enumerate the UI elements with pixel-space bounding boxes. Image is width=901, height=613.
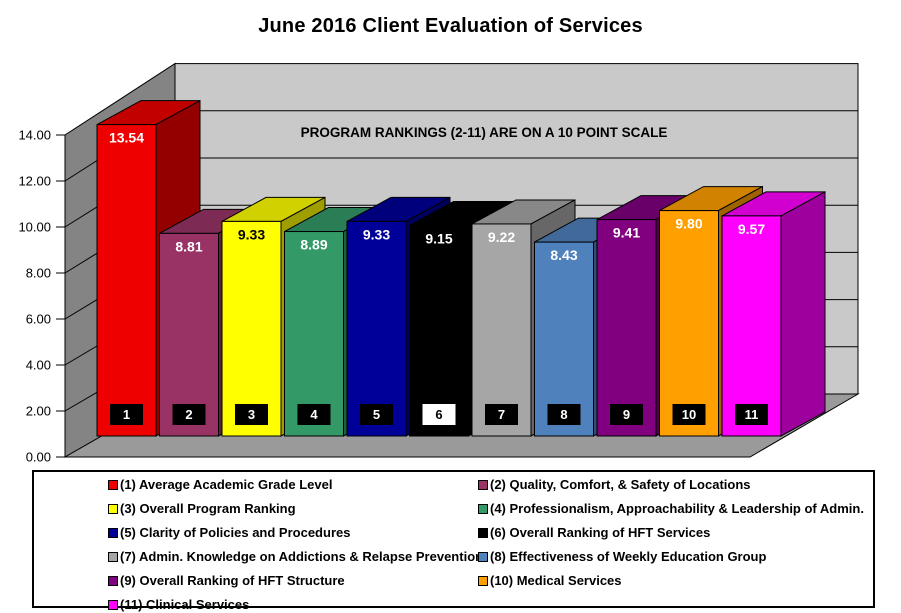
y-tick-label: 6.00: [26, 312, 51, 327]
bar-number-badge: [297, 404, 331, 425]
y-tick-label: 8.00: [26, 266, 51, 281]
legend-item: (4) Professionalism, Approachability & L…: [478, 497, 864, 521]
bar-front-face: [284, 231, 344, 437]
legend-swatch: [108, 576, 118, 586]
legend-item: (8) Effectiveness of Weekly Education Gr…: [478, 545, 864, 569]
legend-column-right: (2) Quality, Comfort, & Safety of Locati…: [478, 473, 864, 593]
bar-value-label: 8.89: [300, 237, 327, 253]
legend-label: (2) Quality, Comfort, & Safety of Locati…: [490, 477, 751, 492]
legend-label: (1) Average Academic Grade Level: [120, 477, 333, 492]
legend-swatch: [478, 576, 488, 586]
bar-number-badge: [172, 404, 206, 425]
legend-label: (11) Clinical Services: [120, 597, 250, 612]
legend-label: (5) Clarity of Policies and Procedures: [120, 525, 351, 540]
bar-front-face: [471, 223, 532, 437]
bar-number-badge: [735, 404, 768, 425]
legend-swatch: [108, 528, 118, 538]
legend-swatch: [108, 600, 118, 610]
legend-label: (9) Overall Ranking of HFT Structure: [120, 573, 345, 588]
bar-number-label: 4: [310, 407, 318, 422]
y-tick-label: 0.00: [26, 450, 51, 463]
bar-front-face: [721, 215, 782, 437]
legend-swatch: [108, 552, 118, 562]
y-tick-label: 12.00: [18, 174, 51, 189]
bar-front-face: [534, 241, 594, 437]
bar-value-label: 9.33: [238, 226, 265, 242]
y-tick-label: 10.00: [18, 220, 51, 235]
bar-number-badge: [360, 404, 393, 425]
bar-chart-canvas: 0.00 2.00 4.00 6.00 8.00 10.00 12.00 14.00 PROGR…: [18, 62, 860, 463]
legend-item: (1) Average Academic Grade Level: [108, 473, 483, 497]
bar-number-badge: [422, 404, 456, 425]
legend-label: (7) Admin. Knowledge on Addictions & Rel…: [120, 549, 484, 564]
bar-number-label: 9: [623, 407, 630, 422]
bar-value-label: 8.43: [550, 247, 577, 263]
bar-number-label: 5: [373, 407, 380, 422]
bar-front-face: [659, 210, 719, 437]
legend-label: (6) Overall Ranking of HFT Services: [490, 525, 711, 540]
y-tick-label: 14.00: [18, 128, 51, 143]
bar-number-label: 1: [123, 407, 130, 422]
legend-swatch: [478, 480, 488, 490]
legend-column-left: (1) Average Academic Grade Level (3) Over…: [108, 473, 483, 613]
legend-label: (4) Professionalism, Approachability & L…: [490, 501, 864, 516]
bar-front-face: [221, 220, 282, 437]
bar-value-label: 9.22: [488, 229, 515, 245]
bar-front-face: [346, 220, 407, 437]
legend-item: (9) Overall Ranking of HFT Structure: [108, 569, 483, 593]
bar-number-label: 10: [682, 407, 696, 422]
bar-value-label: 8.81: [175, 238, 202, 254]
bar-number-label: 7: [498, 407, 505, 422]
legend-swatch: [478, 504, 488, 514]
bar-front-face: [96, 124, 157, 437]
bar-number-badge: [610, 404, 643, 425]
bar-number-label: 3: [248, 407, 255, 422]
legend-label: (8) Effectiveness of Weekly Education Gr…: [490, 549, 767, 564]
bar-number-label: 8: [560, 407, 567, 422]
y-tick-label: 4.00: [26, 358, 51, 373]
legend-label: (10) Medical Services: [490, 573, 622, 588]
bar-value-label: 9.15: [425, 231, 452, 247]
bar-series-11: 9.57 11: [721, 191, 826, 437]
legend-item: (5) Clarity of Policies and Procedures: [108, 521, 483, 545]
legend-item: (6) Overall Ranking of HFT Services: [478, 521, 864, 545]
bar-value-label: 9.80: [675, 216, 702, 232]
legend-item: (2) Quality, Comfort, & Safety of Locati…: [478, 473, 864, 497]
bar-number-label: 11: [745, 407, 759, 422]
legend-swatch: [108, 480, 118, 490]
bar-value-label: 9.57: [738, 221, 765, 237]
bar-front-face: [159, 232, 219, 437]
legend-item: (11) Clinical Services: [108, 593, 483, 613]
bar-number-badge: [485, 404, 518, 425]
bar-number-label: 6: [435, 407, 442, 422]
bar-value-label: 9.41: [613, 225, 640, 241]
y-tick-label: 2.00: [26, 404, 51, 419]
wall-annotation: PROGRAM RANKINGS (2-11) ARE ON A 10 POIN…: [301, 125, 668, 140]
bar-front-face: [596, 219, 657, 437]
bar-value-label: 13.54: [109, 130, 144, 146]
legend-item: (3) Overall Program Ranking: [108, 497, 483, 521]
bar-number-label: 2: [185, 407, 192, 422]
chart-legend: (1) Average Academic Grade Level (3) Over…: [32, 470, 875, 612]
bar-number-badge: [547, 404, 581, 425]
bar-value-label: 9.33: [363, 226, 390, 242]
bar-number-badge: [235, 404, 268, 425]
legend-item: (10) Medical Services: [478, 569, 864, 593]
bar-number-badge: [110, 404, 143, 425]
legend-swatch: [478, 552, 488, 562]
bar-side-face: [780, 191, 826, 437]
bar-number-badge: [672, 404, 706, 425]
chart-title: June 2016 Client Evaluation of Services: [258, 15, 643, 37]
legend-swatch: [478, 528, 488, 538]
legend-label: (3) Overall Program Ranking: [120, 501, 296, 516]
bar-front-face: [409, 225, 469, 437]
legend-swatch: [108, 504, 118, 514]
legend-item: (7) Admin. Knowledge on Addictions & Rel…: [108, 545, 483, 569]
